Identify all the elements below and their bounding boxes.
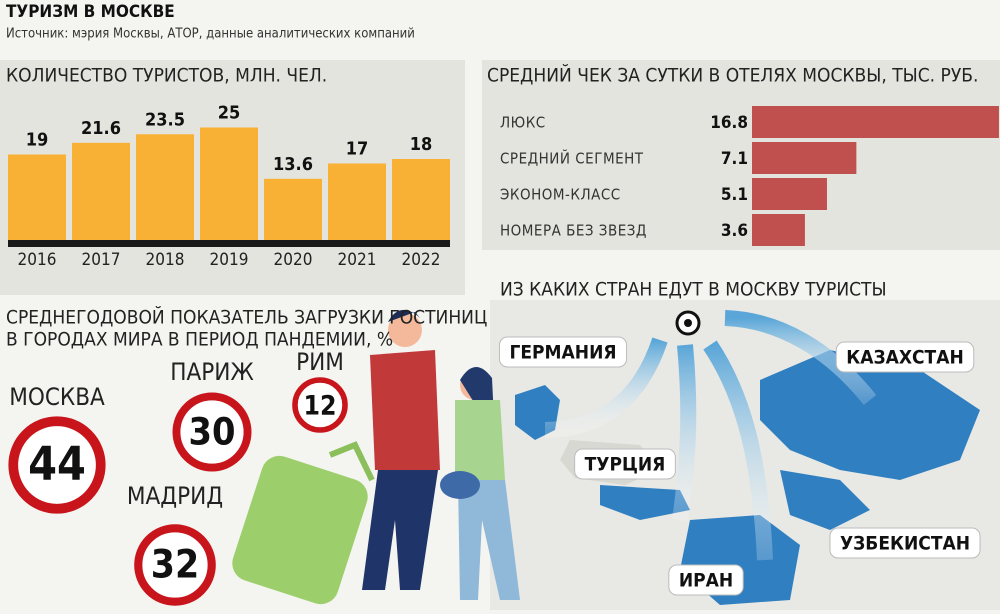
badge	[292, 377, 348, 433]
bar	[752, 142, 857, 174]
source: Источник: мэрия Москвы, АТОР, данные ана…	[6, 27, 415, 42]
value-label: 30	[189, 410, 236, 454]
bar	[8, 154, 66, 240]
x-tick-label: 2017	[82, 250, 121, 270]
x-tick-label: 2022	[402, 250, 441, 270]
legs	[458, 480, 520, 600]
bar	[752, 106, 999, 138]
arrow	[724, 310, 877, 405]
city-label: МОСКВА	[9, 383, 105, 411]
travellers-illustration	[232, 309, 520, 605]
country-shape	[780, 470, 870, 530]
value-label: 7.1	[721, 149, 748, 169]
category-label: ЭКОНОМ-КЛАСС	[500, 186, 621, 204]
arrow	[703, 340, 773, 561]
page-title: ТУРИЗМ В МОСКВЕ	[6, 2, 175, 22]
city-label: РИМ	[296, 348, 344, 376]
label-box	[574, 448, 676, 480]
value-label: 25	[218, 103, 241, 124]
suitcase-handle	[328, 441, 375, 482]
x-tick-label: 2018	[146, 250, 185, 270]
label-box	[835, 341, 975, 373]
moscow-marker	[684, 319, 692, 327]
country-shape	[760, 350, 980, 480]
x-tick-label: 2021	[338, 250, 377, 270]
map-title: ИЗ КАКИХ СТРАН ЕДУТ В МОСКВУ ТУРИСТЫ	[500, 279, 887, 301]
panel	[482, 60, 1000, 250]
value-label: 44	[28, 437, 86, 491]
bag	[440, 471, 480, 499]
hair	[388, 309, 420, 322]
value-label: 32	[151, 543, 200, 588]
x-tick-label: 2019	[210, 250, 249, 270]
category-label: НОМЕРА БЕЗ ЗВЕЗД	[500, 222, 647, 240]
bar	[752, 178, 827, 210]
badge	[172, 392, 252, 472]
value-label: 12	[303, 391, 336, 422]
suitcase	[232, 455, 368, 605]
x-tick-label: 2020	[274, 250, 313, 270]
legs	[362, 470, 438, 590]
label-box	[668, 564, 744, 596]
bar	[752, 214, 805, 246]
value-label: 18	[410, 134, 433, 155]
label-box	[829, 527, 981, 559]
bar	[328, 163, 386, 240]
category-label: ЛЮКС	[500, 114, 546, 132]
value-label: 16.8	[710, 113, 748, 133]
value-label: 3.6	[721, 221, 748, 241]
torso	[455, 400, 505, 480]
country-label: ТУРЦИЯ	[585, 454, 666, 476]
torso	[370, 350, 440, 470]
chart-title: СРЕДНЕГОДОВОЙ ПОКАЗАТЕЛЬ ЗАГРУЗКИ ГОСТИН…	[6, 306, 487, 329]
bar	[264, 178, 322, 240]
city-label: ПАРИЖ	[170, 358, 253, 386]
bar	[136, 134, 194, 240]
country-label: КАЗАХСТАН	[846, 347, 964, 369]
chart-title: В ГОРОДАХ МИРА В ПЕРИОД ПАНДЕМИИ, %	[6, 329, 393, 351]
chart-title: КОЛИЧЕСТВО ТУРИСТОВ, МЛН. ЧЕЛ.	[6, 65, 327, 87]
value-label: 5.1	[721, 185, 748, 205]
country-shape	[600, 485, 690, 520]
value-label: 21.6	[81, 118, 121, 139]
bar	[72, 142, 130, 240]
city-label: МАДРИД	[127, 482, 223, 510]
category-label: СРЕДНИЙ СЕГМЕНТ	[500, 149, 644, 168]
value-label: 13.6	[273, 154, 313, 175]
label-box	[498, 336, 628, 368]
x-tick-label: 2016	[18, 250, 57, 270]
arrow	[544, 337, 668, 438]
value-label: 19	[26, 130, 49, 151]
head	[388, 313, 422, 347]
badge	[134, 524, 216, 606]
bar	[392, 159, 450, 240]
bar	[200, 127, 258, 240]
baseline	[8, 240, 450, 247]
country-label: УЗБЕКИСТАН	[840, 533, 970, 555]
badge	[8, 416, 106, 514]
country-label: ИРАН	[679, 570, 733, 592]
country-label: ГЕРМАНИЯ	[509, 342, 616, 364]
arrow	[672, 344, 697, 522]
value-label: 23.5	[145, 109, 185, 130]
chart-title: СРЕДНИЙ ЧЕК ЗА СУТКИ В ОТЕЛЯХ МОСКВЫ, ТЫ…	[487, 64, 978, 87]
value-label: 17	[346, 139, 369, 160]
